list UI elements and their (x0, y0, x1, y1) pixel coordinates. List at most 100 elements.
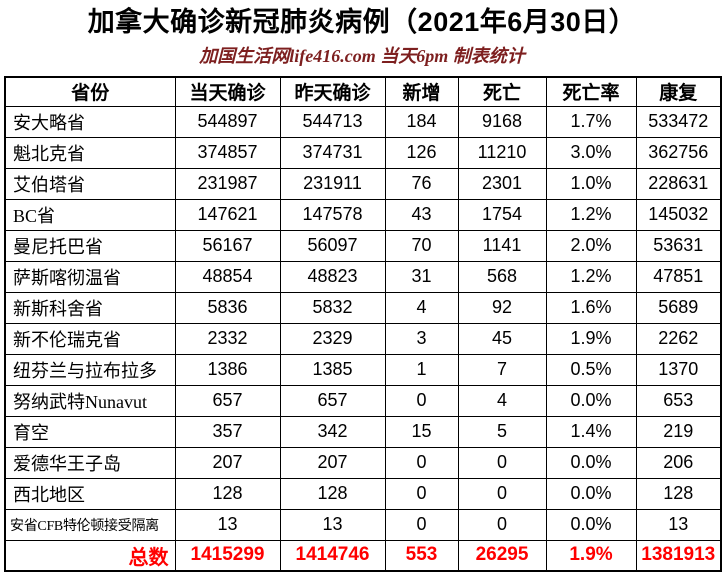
value-cell: 0 (457, 508, 547, 541)
value-cell: 13 (635, 508, 722, 541)
value-cell: 76 (384, 167, 459, 200)
column-header-6: 康复 (635, 76, 722, 107)
value-cell: 2.0% (545, 229, 637, 262)
total-recovered: 1381913 (635, 539, 722, 572)
table-row: 努纳武特Nunavut 657 657 0 4 0.0% 653 (4, 384, 722, 417)
value-cell: 2301 (457, 167, 547, 200)
covid-cases-table: 省份 当天确诊 昨天确诊 新增 死亡 死亡率 康复 安大略省 544897 544713 184 9… (4, 76, 722, 572)
province-cell: 纽芬兰与拉布拉多 (4, 353, 176, 386)
table-row: 萨斯喀彻温省 48854 48823 31 568 1.2% 47851 (4, 260, 722, 293)
table-row: 新斯科舍省 5836 5832 4 92 1.6% 5689 (4, 291, 722, 324)
value-cell: 92 (457, 291, 547, 324)
value-cell: 145032 (635, 198, 722, 231)
value-cell: 0.0% (545, 477, 637, 510)
value-cell: 1.7% (545, 105, 637, 138)
value-cell: 3 (384, 322, 459, 355)
value-cell: 1370 (635, 353, 722, 386)
value-cell: 13 (174, 508, 281, 541)
value-cell: 147621 (174, 198, 281, 231)
province-cell: BC省 (4, 198, 176, 231)
value-cell: 568 (457, 260, 547, 293)
page-subtitle: 加国生活网life416.com 当天6pm 制表统计 (199, 46, 525, 66)
value-cell: 0.0% (545, 508, 637, 541)
value-cell: 207 (174, 446, 281, 479)
page-title: 加拿大确诊新冠肺炎病例（2021年6月30日） (87, 7, 637, 37)
province-cell: 努纳武特Nunavut (4, 384, 176, 417)
province-cell: 曼尼托巴省 (4, 229, 176, 262)
value-cell: 0 (384, 477, 459, 510)
column-header-3: 新增 (384, 76, 459, 107)
province-cell: 安省CFB特伦顿接受隔离 (4, 508, 176, 541)
value-cell: 1.2% (545, 260, 637, 293)
province-cell: 新不伦瑞克省 (4, 322, 176, 355)
total-deaths: 26295 (457, 539, 547, 572)
total-yesterday-confirmed: 1414746 (279, 539, 386, 572)
value-cell: 4 (457, 384, 547, 417)
value-cell: 56167 (174, 229, 281, 262)
total-death-rate: 1.9% (545, 539, 637, 572)
value-cell: 0 (384, 508, 459, 541)
value-cell: 5 (457, 415, 547, 448)
value-cell: 9168 (457, 105, 547, 138)
column-header-4: 死亡 (457, 76, 547, 107)
table-row: 新不伦瑞克省 2332 2329 3 45 1.9% 2262 (4, 322, 722, 355)
value-cell: 0 (457, 477, 547, 510)
value-cell: 5836 (174, 291, 281, 324)
value-cell: 0.0% (545, 446, 637, 479)
value-cell: 219 (635, 415, 722, 448)
value-cell: 184 (384, 105, 459, 138)
value-cell: 657 (279, 384, 386, 417)
value-cell: 45 (457, 322, 547, 355)
value-cell: 128 (279, 477, 386, 510)
value-cell: 1.0% (545, 167, 637, 200)
value-cell: 48854 (174, 260, 281, 293)
table-row: 安省CFB特伦顿接受隔离 13 13 0 0 0.0% 13 (4, 508, 722, 541)
value-cell: 1386 (174, 353, 281, 386)
total-label: 总数 (4, 539, 176, 572)
total-today-confirmed: 1415299 (174, 539, 281, 572)
value-cell: 126 (384, 136, 459, 169)
value-cell: 544713 (279, 105, 386, 138)
value-cell: 147578 (279, 198, 386, 231)
column-header-0: 省份 (4, 76, 176, 107)
province-cell: 爱德华王子岛 (4, 446, 176, 479)
value-cell: 0.5% (545, 353, 637, 386)
value-cell: 5832 (279, 291, 386, 324)
value-cell: 653 (635, 384, 722, 417)
value-cell: 128 (174, 477, 281, 510)
column-header-1: 当天确诊 (174, 76, 281, 107)
value-cell: 11210 (457, 136, 547, 169)
total-row: 总数 1415299 1414746 553 26295 1.9% 138191… (4, 539, 722, 572)
value-cell: 657 (174, 384, 281, 417)
value-cell: 128 (635, 477, 722, 510)
value-cell: 342 (279, 415, 386, 448)
value-cell: 374731 (279, 136, 386, 169)
province-cell: 西北地区 (4, 477, 176, 510)
value-cell: 47851 (635, 260, 722, 293)
table-row: 西北地区 128 128 0 0 0.0% 128 (4, 477, 722, 510)
value-cell: 53631 (635, 229, 722, 262)
value-cell: 0 (384, 446, 459, 479)
value-cell: 31 (384, 260, 459, 293)
value-cell: 15 (384, 415, 459, 448)
province-cell: 安大略省 (4, 105, 176, 138)
value-cell: 1754 (457, 198, 547, 231)
value-cell: 357 (174, 415, 281, 448)
value-cell: 2262 (635, 322, 722, 355)
province-cell: 魁北克省 (4, 136, 176, 169)
table-header-row: 省份 当天确诊 昨天确诊 新增 死亡 死亡率 康复 (4, 76, 722, 107)
value-cell: 3.0% (545, 136, 637, 169)
total-new-cases: 553 (384, 539, 459, 572)
value-cell: 48823 (279, 260, 386, 293)
value-cell: 231911 (279, 167, 386, 200)
value-cell: 362756 (635, 136, 722, 169)
value-cell: 207 (279, 446, 386, 479)
table-row: 安大略省 544897 544713 184 9168 1.7% 533472 (4, 105, 722, 138)
value-cell: 70 (384, 229, 459, 262)
table-row: BC省 147621 147578 43 1754 1.2% 145032 (4, 198, 722, 231)
province-cell: 萨斯喀彻温省 (4, 260, 176, 293)
column-header-2: 昨天确诊 (279, 76, 386, 107)
value-cell: 374857 (174, 136, 281, 169)
province-cell: 新斯科舍省 (4, 291, 176, 324)
value-cell: 1385 (279, 353, 386, 386)
